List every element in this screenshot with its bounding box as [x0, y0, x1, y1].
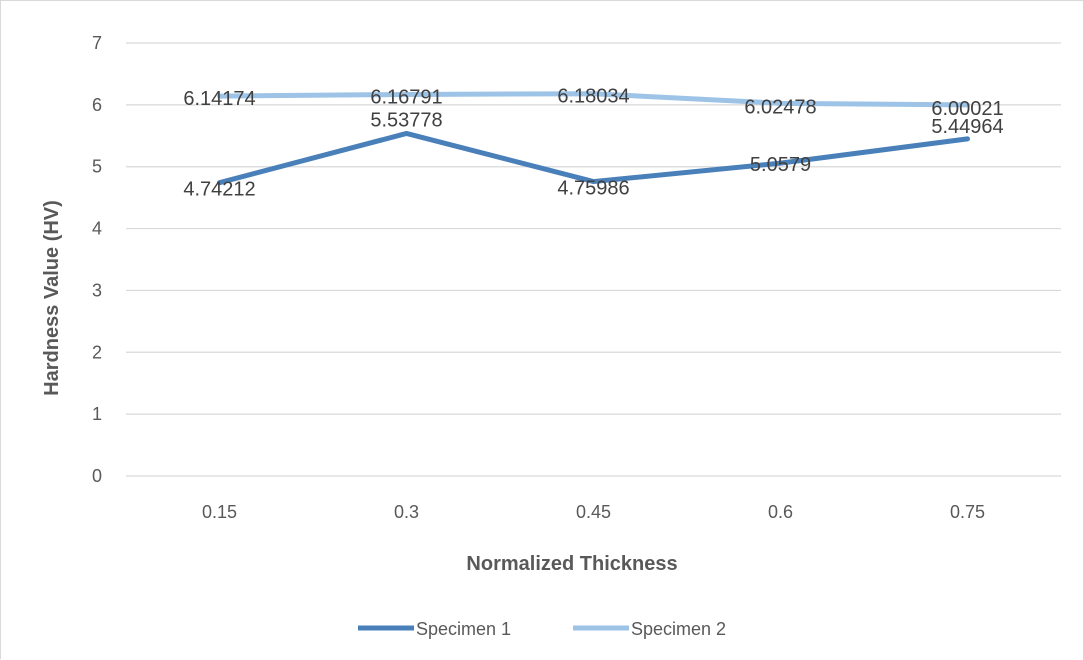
y-tick-label: 7: [92, 33, 102, 53]
x-tick-label: 0.15: [202, 502, 237, 522]
y-tick-label: 2: [92, 342, 102, 362]
x-tick-label: 0.3: [394, 502, 419, 522]
y-tick-label: 0: [92, 466, 102, 486]
series-line-1: [220, 133, 968, 182]
y-tick-label: 6: [92, 95, 102, 115]
data-label: 5.53778: [370, 109, 442, 131]
data-label: 4.75986: [557, 178, 629, 200]
data-label: 6.02478: [744, 96, 816, 118]
y-tick-label: 4: [92, 219, 102, 239]
y-tick-label: 3: [92, 280, 102, 300]
data-label: 6.14174: [183, 88, 255, 110]
data-label: 4.74212: [183, 179, 255, 201]
x-axis-title: Normalized Thickness: [466, 553, 677, 575]
legend-label-2: Specimen 2: [631, 619, 726, 639]
data-label: 5.0579: [750, 154, 811, 176]
y-tick-label: 1: [92, 404, 102, 424]
legend-label-1: Specimen 1: [416, 619, 511, 639]
x-tick-label: 0.75: [950, 502, 985, 522]
y-tick-label: 5: [92, 157, 102, 177]
data-label: 6.00021: [931, 98, 1003, 120]
x-tick-label: 0.45: [576, 502, 611, 522]
data-label: 6.16791: [370, 86, 442, 108]
legend: Specimen 1 Specimen 2: [358, 619, 726, 639]
y-axis-title: Hardness Value (HV): [41, 200, 63, 396]
data-label: 6.18034: [557, 86, 629, 108]
x-tick-label: 0.6: [768, 502, 793, 522]
